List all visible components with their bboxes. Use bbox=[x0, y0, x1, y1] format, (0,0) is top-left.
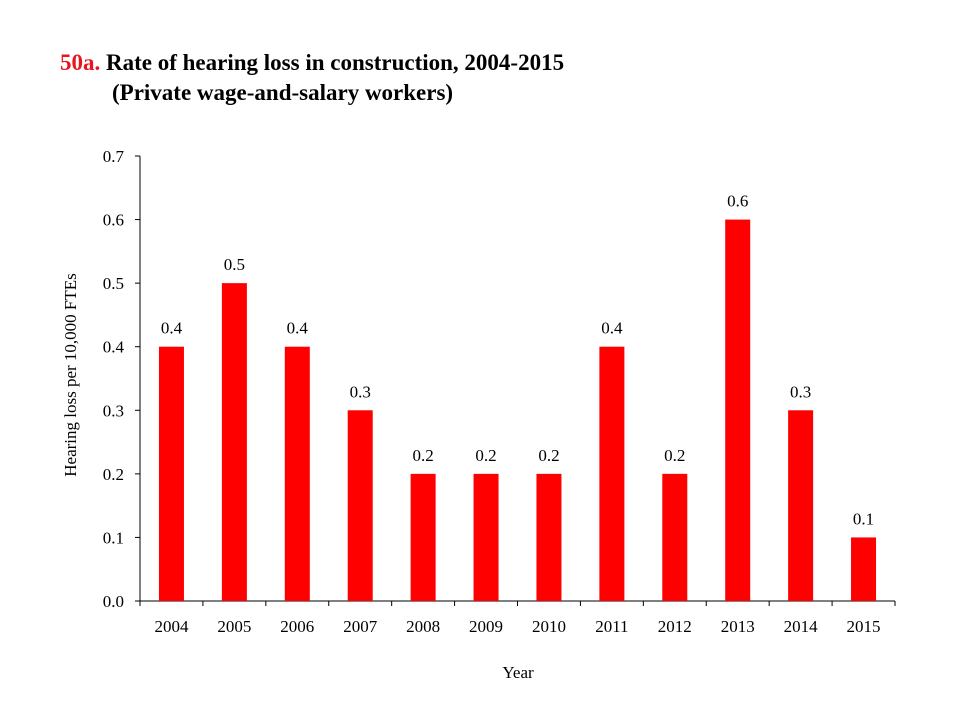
x-tick-label: 2009 bbox=[469, 617, 503, 636]
y-tick-label: 0.4 bbox=[103, 338, 125, 357]
bar-2009 bbox=[473, 473, 499, 601]
bar-2008 bbox=[410, 473, 436, 601]
y-tick-label: 0.5 bbox=[103, 274, 124, 293]
data-label-2007: 0.3 bbox=[350, 382, 371, 401]
bar-2013 bbox=[725, 219, 751, 602]
y-tick-label: 0.7 bbox=[103, 147, 125, 166]
title-line-1: 50a. Rate of hearing loss in constructio… bbox=[60, 48, 564, 78]
data-label-2004: 0.4 bbox=[161, 319, 183, 338]
x-tick-label: 2005 bbox=[217, 617, 251, 636]
figure-number: 50a. bbox=[60, 50, 101, 75]
data-label-2010: 0.2 bbox=[538, 446, 559, 465]
bar-2011 bbox=[599, 346, 625, 601]
chart-title: 50a. Rate of hearing loss in constructio… bbox=[60, 48, 564, 108]
bar-2014 bbox=[788, 410, 814, 601]
y-tick-label: 0.1 bbox=[103, 528, 124, 547]
x-tick-label: 2007 bbox=[343, 617, 378, 636]
x-tick-label: 2006 bbox=[280, 617, 314, 636]
data-label-2005: 0.5 bbox=[224, 255, 245, 274]
data-label-2014: 0.3 bbox=[790, 382, 811, 401]
data-label-2006: 0.4 bbox=[287, 319, 309, 338]
x-tick-label: 2013 bbox=[721, 617, 755, 636]
title-text: Rate of hearing loss in construction, 20… bbox=[106, 50, 565, 75]
y-tick-label: 0.2 bbox=[103, 465, 124, 484]
bar-2004 bbox=[158, 346, 184, 601]
x-tick-label: 2010 bbox=[532, 617, 566, 636]
y-tick-label: 0.0 bbox=[103, 592, 124, 611]
data-label-2008: 0.2 bbox=[413, 446, 434, 465]
x-tick-label: 2014 bbox=[784, 617, 819, 636]
y-tick-label: 0.3 bbox=[103, 401, 124, 420]
data-label-2012: 0.2 bbox=[664, 446, 685, 465]
bar-2015 bbox=[851, 537, 877, 601]
y-tick-label: 0.6 bbox=[103, 211, 124, 230]
x-axis-title: Year bbox=[502, 663, 534, 682]
x-tick-label: 2011 bbox=[595, 617, 628, 636]
x-tick-label: 2008 bbox=[406, 617, 440, 636]
x-axis: 2004 2005 2006 2007 2008 2009 2010 2011 2012 2013… bbox=[139, 600, 896, 636]
data-label-2011: 0.4 bbox=[601, 319, 623, 338]
title-line-2: (Private wage-and-salary workers) bbox=[112, 80, 454, 105]
bars: 0.4 0.5 0.4 0.3 0.2 0.2 0.2 0.4 0.2 0.6 0.3 0.1 bbox=[158, 192, 877, 602]
x-tick-label: 2004 bbox=[154, 617, 189, 636]
data-label-2013: 0.6 bbox=[727, 192, 748, 211]
y-axis-title: Hearing loss per 10,000 FTEs bbox=[61, 273, 80, 477]
x-tick-label: 2015 bbox=[847, 617, 881, 636]
bar-2005 bbox=[221, 283, 247, 601]
bar-2012 bbox=[662, 473, 688, 601]
y-axis: 0.0 0.1 0.2 0.3 0.4 0.5 0.6 0.7 bbox=[103, 147, 141, 611]
x-tick-label: 2012 bbox=[658, 617, 692, 636]
bar-2007 bbox=[347, 410, 373, 601]
data-label-2015: 0.1 bbox=[853, 509, 874, 528]
bar-2006 bbox=[284, 346, 310, 601]
data-label-2009: 0.2 bbox=[475, 446, 496, 465]
bar-2010 bbox=[536, 473, 562, 601]
